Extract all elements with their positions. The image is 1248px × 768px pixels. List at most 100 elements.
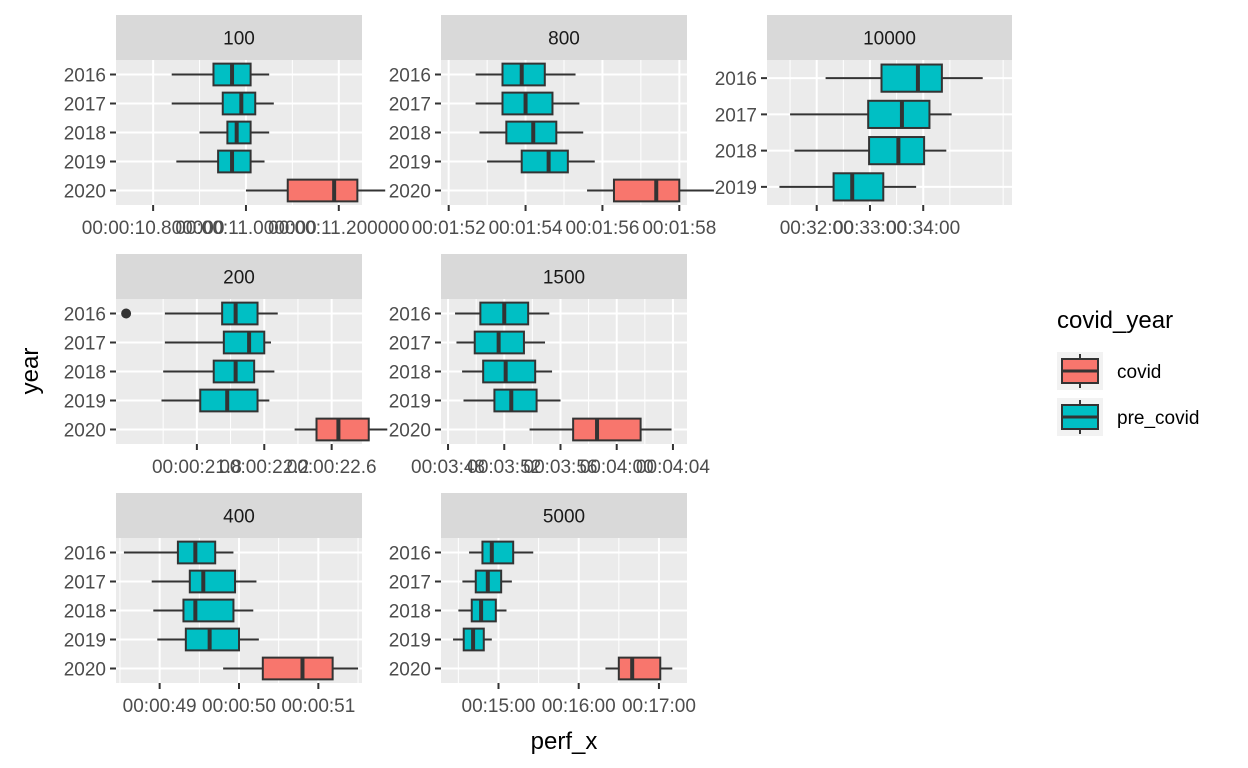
legend: covid_year covid pre_covid (1057, 307, 1199, 436)
y-axis-title: year (17, 348, 44, 395)
box-2016 (455, 301, 550, 326)
box-iqr (188, 569, 237, 594)
box-2016 (121, 301, 278, 326)
box-iqr (217, 149, 252, 174)
x-tick-label: 00:33:00 (833, 218, 907, 239)
box-iqr (832, 172, 885, 202)
box-iqr (315, 417, 370, 442)
x-tick-label: 00:32:00 (780, 218, 854, 239)
y-tick-label: 2017 (715, 105, 757, 126)
x-tick-label: 00:00:51 (281, 696, 355, 717)
box-2019 (463, 388, 561, 413)
y-tick-label: 2018 (389, 363, 431, 384)
box-iqr (493, 388, 538, 413)
y-tick-label: 2019 (64, 392, 106, 413)
y-tick-label: 2019 (389, 153, 431, 174)
box-2017 (475, 91, 580, 116)
box-iqr (221, 301, 259, 326)
box-2020 (605, 656, 673, 681)
facet-strip (441, 15, 687, 60)
y-tick-label: 2017 (389, 573, 431, 594)
y-tick-label: 2018 (715, 142, 757, 163)
box-2018 (199, 120, 270, 145)
box-2018 (794, 136, 947, 166)
facet-panel-10000: 10000 2016 2017 2018 2019 00:32:0000:33:0000:… (715, 15, 1012, 239)
facet-strip (116, 15, 362, 60)
legend-label: covid (1117, 362, 1161, 383)
y-tick-label: 2016 (389, 544, 431, 565)
box-2017 (462, 569, 512, 594)
box-2017 (456, 330, 546, 355)
box-2018 (153, 598, 254, 623)
x-tick-label: 00:03:48 (411, 457, 485, 478)
facet-panel-5000: 5000 2016 2017 2018 2019 2020 00:15:00 00:16:00… (389, 493, 696, 717)
legend-key-covid: covid (1057, 352, 1161, 390)
x-tick-label: 00:00:21.8 (152, 457, 242, 478)
box-2016 (475, 62, 576, 87)
x-tick-label: 00:00:22.6 (287, 457, 377, 478)
box-2020 (529, 417, 672, 442)
y-tick-label: 2018 (389, 602, 431, 623)
facet-strip (767, 15, 1012, 60)
box-iqr (617, 656, 662, 681)
x-tick-label: 00:17:00 (622, 696, 696, 717)
box-iqr (182, 598, 235, 623)
facet-strip-label: 400 (223, 507, 255, 528)
box-iqr (520, 149, 569, 174)
facet-panel-400: 400 2016 2017 2018 2019 2020 00:00:49 00:00:50 0… (64, 493, 362, 717)
y-tick-label: 2016 (389, 305, 431, 326)
x-tick-label: 00:01:54 (489, 218, 563, 239)
facet-strip (116, 254, 362, 299)
y-tick-label: 2017 (389, 334, 431, 355)
x-tick-label: 00:34:00 (886, 218, 960, 239)
x-tick-label: 00:03:56 (524, 457, 598, 478)
box-2016 (171, 62, 270, 87)
facet-strip-label: 1500 (543, 268, 585, 289)
box-2017 (151, 569, 257, 594)
box-iqr (222, 330, 266, 355)
facet-strip-label: 200 (223, 268, 255, 289)
box-iqr (867, 99, 931, 129)
box-2019 (161, 388, 270, 413)
box-2020 (294, 417, 388, 442)
y-tick-label: 2017 (64, 334, 106, 355)
y-tick-label: 2020 (389, 182, 431, 203)
y-tick-label: 2017 (64, 95, 106, 116)
box-2018 (479, 120, 584, 145)
box-2018 (163, 359, 275, 384)
box-2020 (587, 178, 714, 203)
box-iqr (286, 178, 359, 203)
box-iqr (572, 417, 642, 442)
box-2019 (453, 627, 492, 652)
y-tick-label: 2020 (64, 660, 106, 681)
y-tick-label: 2019 (389, 631, 431, 652)
box-iqr (226, 120, 252, 145)
facet-panel-100: 1002016201720182019202000:00:10.80000000… (64, 15, 409, 239)
x-tick-label: 00:00:22.2 (219, 457, 309, 478)
x-tick-label: 00:01:58 (642, 218, 716, 239)
y-tick-label: 2018 (64, 124, 106, 145)
facet-strip-label: 10000 (863, 29, 916, 50)
y-tick-label: 2018 (64, 602, 106, 623)
legend-keys: covid pre_covid (1057, 352, 1199, 436)
facet-strip (116, 493, 362, 538)
x-axis-title: perf_x (531, 728, 598, 755)
x-tick-label: 00:00:10.800000 (82, 218, 225, 239)
box-2018 (462, 359, 553, 384)
y-tick-label: 2018 (64, 363, 106, 384)
x-tick-label: 00:00:50 (202, 696, 276, 717)
box-iqr (261, 656, 334, 681)
y-tick-label: 2020 (389, 421, 431, 442)
x-tick-label: 00:04:04 (636, 457, 710, 478)
y-tick-label: 2020 (64, 421, 106, 442)
y-tick-label: 2020 (389, 660, 431, 681)
box-iqr (612, 178, 681, 203)
box-2019 (487, 149, 595, 174)
box-2019 (779, 172, 917, 202)
x-tick-label: 00:01:56 (565, 218, 639, 239)
legend-key-pre_covid: pre_covid (1057, 398, 1199, 436)
box-2020 (223, 656, 359, 681)
x-tick-label: 00:00:11.200000 (268, 218, 409, 239)
